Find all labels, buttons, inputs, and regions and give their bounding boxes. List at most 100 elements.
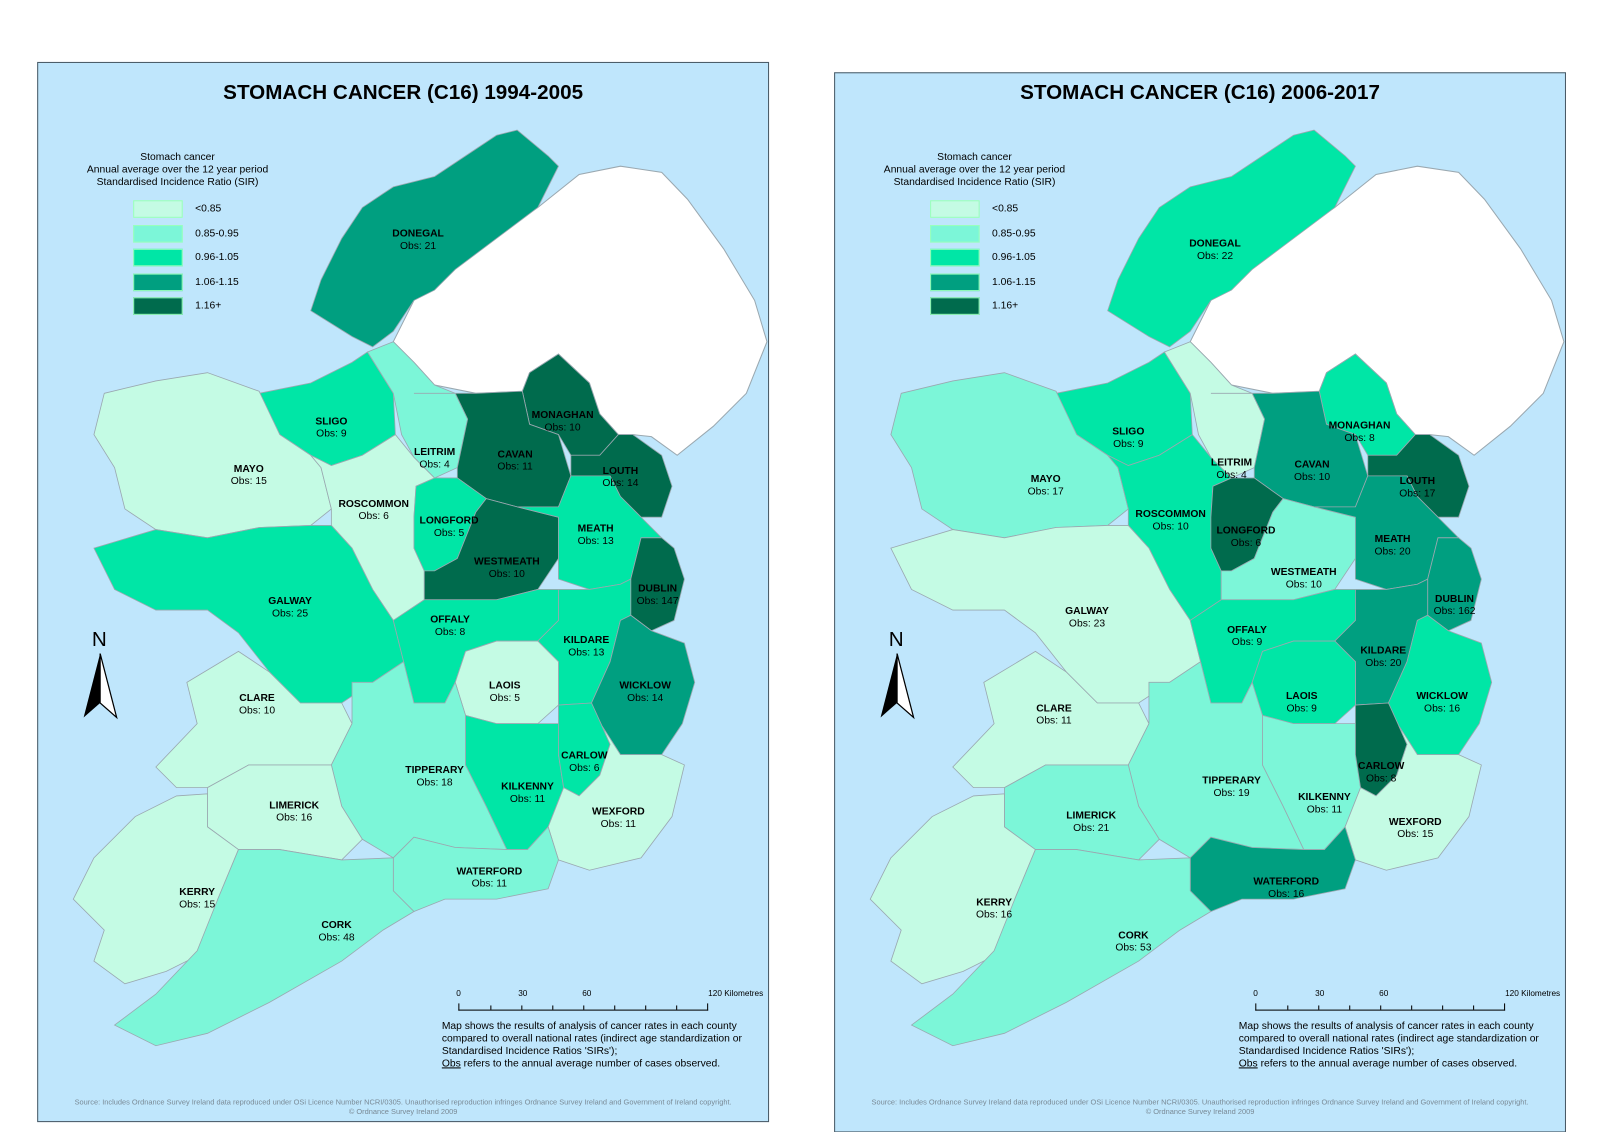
county-name: LAOIS (489, 681, 521, 692)
legend-label: 0.85-0.95 (195, 227, 239, 240)
county-label: TIPPERARY Obs: 18 (405, 765, 464, 788)
county-obs: Obs: 11 (1036, 716, 1072, 727)
legend-item: 0.96-1.05 (133, 246, 286, 270)
county-obs: Obs: 15 (231, 476, 267, 487)
county-wicklow (1387, 614, 1493, 756)
county-label: LONGFORD Obs: 6 (1216, 526, 1276, 549)
county-label: LAOIS Obs: 5 (489, 681, 521, 704)
county-wicklow (591, 614, 696, 756)
county-obs: Obs: 14 (602, 478, 638, 489)
county-label: KERRY Obs: 15 (179, 887, 215, 910)
scale-label: 0 (1253, 988, 1258, 999)
county-name: WICKLOW (1416, 691, 1468, 702)
legend-swatch (133, 224, 183, 243)
county-label: MAYO Obs: 15 (231, 464, 267, 487)
scale-label: 30 (518, 988, 528, 999)
county-label: OFFALY Obs: 8 (430, 614, 470, 637)
county-name: LAOIS (1286, 691, 1318, 702)
county-label: KILKENNY Obs: 11 (501, 782, 554, 805)
county-obs: Obs: 14 (627, 693, 663, 704)
county-name: OFFALY (430, 614, 470, 625)
county-louth (1367, 434, 1470, 518)
north-arrow-icon (880, 653, 915, 720)
legend-item: 1.16+ (930, 294, 1083, 318)
legend-item: 1.16+ (133, 294, 286, 318)
county-obs: Obs: 22 (1197, 251, 1233, 262)
county-label: DUBLIN Obs: 162 (1434, 594, 1476, 617)
county-obs: Obs: 11 (1307, 804, 1343, 815)
county-obs: Obs: 25 (272, 608, 308, 619)
legend-swatch (930, 200, 980, 219)
county-wexford (547, 725, 685, 871)
map-note: Map shows the results of analysis of can… (442, 1021, 767, 1071)
county-obs: Obs: 19 (1213, 788, 1249, 799)
obs-term: Obs (1238, 1058, 1258, 1070)
legend-label: 0.96-1.05 (992, 252, 1036, 264)
county-obs: Obs: 4 (419, 460, 450, 471)
legend: Stomach cancer Annual average over the 1… (69, 152, 286, 319)
county-label: WEXFORD Obs: 15 (1389, 817, 1442, 840)
obs-definition: refers to the annual average number of c… (1257, 1058, 1518, 1070)
obs-term: Obs (441, 1058, 461, 1070)
county-obs: Obs: 147 (637, 596, 679, 607)
north-arrow: N (878, 629, 919, 722)
county-name: ROSCOMMON (338, 499, 408, 510)
legend-title-line: Annual average over the 12 year period (883, 164, 1066, 176)
county-obs: Obs: 10 (545, 422, 581, 433)
county-name: CLARE (1036, 703, 1072, 714)
county-obs: Obs: 10 (1286, 579, 1322, 590)
county-name: MAYO (1031, 474, 1061, 485)
county-obs: Obs: 11 (510, 794, 546, 805)
source-line: Source: Includes Ordnance Survey Ireland… (74, 1097, 732, 1107)
county-label: LONGFORD Obs: 5 (420, 515, 480, 538)
county-cork (910, 849, 1212, 1047)
county-label: DONEGAL Obs: 22 (1189, 239, 1241, 262)
county-name: KILDARE (1360, 645, 1406, 656)
copyright-line: © Ordnance Survey Ireland 2009 (1145, 1106, 1255, 1116)
county-name: DONEGAL (392, 228, 444, 239)
county-wexford (1344, 725, 1482, 871)
map-title: STOMACH CANCER (C16) 2006-2017 (1020, 81, 1380, 105)
county-obs: Obs: 9 (316, 429, 347, 440)
county-obs: Obs: 13 (568, 648, 604, 659)
county-obs: Obs: 23 (1069, 619, 1105, 630)
county-label: MONAGHAN Obs: 10 (532, 410, 594, 433)
county-obs: Obs: 15 (1397, 829, 1433, 840)
note-line: Standardised Incidence Ratios 'SIRs'); (441, 1045, 618, 1058)
county-label: CORK Obs: 53 (1115, 930, 1151, 953)
county-label: MAYO Obs: 17 (1028, 474, 1064, 497)
county-mayo (890, 372, 1129, 539)
county-label: TIPPERARY Obs: 19 (1202, 776, 1261, 799)
county-label: WATERFORD Obs: 16 (1253, 877, 1319, 900)
legend-item: 0.85-0.95 (133, 221, 286, 245)
county-name: GALWAY (268, 596, 312, 607)
county-name: CAVAN (498, 449, 533, 460)
county-obs: Obs: 8 (1344, 433, 1375, 444)
county-name: MONAGHAN (532, 410, 594, 421)
legend-item: 1.06-1.15 (930, 270, 1083, 294)
county-label: LIMERICK Obs: 16 (269, 800, 319, 823)
county-obs: Obs: 5 (490, 693, 521, 704)
legend-item: 0.85-0.95 (930, 221, 1083, 245)
county-label: CLARE Obs: 11 (1036, 703, 1072, 726)
county-obs: Obs: 9 (1287, 703, 1318, 714)
scale-line (458, 1003, 709, 1011)
county-name: CORK (1118, 930, 1149, 941)
county-obs: Obs: 21 (1073, 823, 1109, 834)
county-label: WATERFORD Obs: 11 (456, 866, 522, 889)
county-name: LEITRIM (1211, 458, 1252, 469)
county-name: DUBLIN (638, 584, 677, 595)
county-label: CARLOW Obs: 6 (561, 751, 608, 774)
north-arrow: N (82, 629, 123, 722)
county-label: WESTMEATH Obs: 10 (474, 557, 540, 580)
legend-swatch (133, 273, 183, 291)
county-name: SLIGO (315, 416, 347, 427)
legend-title-line: Standardised Incidence Ratio (SIR) (96, 176, 259, 188)
legend-label: 1.16+ (992, 300, 1019, 313)
legend-title-line: Annual average over the 12 year period (86, 164, 269, 176)
county-name: MONAGHAN (1329, 420, 1391, 431)
legend-label: 1.06-1.15 (195, 276, 239, 288)
